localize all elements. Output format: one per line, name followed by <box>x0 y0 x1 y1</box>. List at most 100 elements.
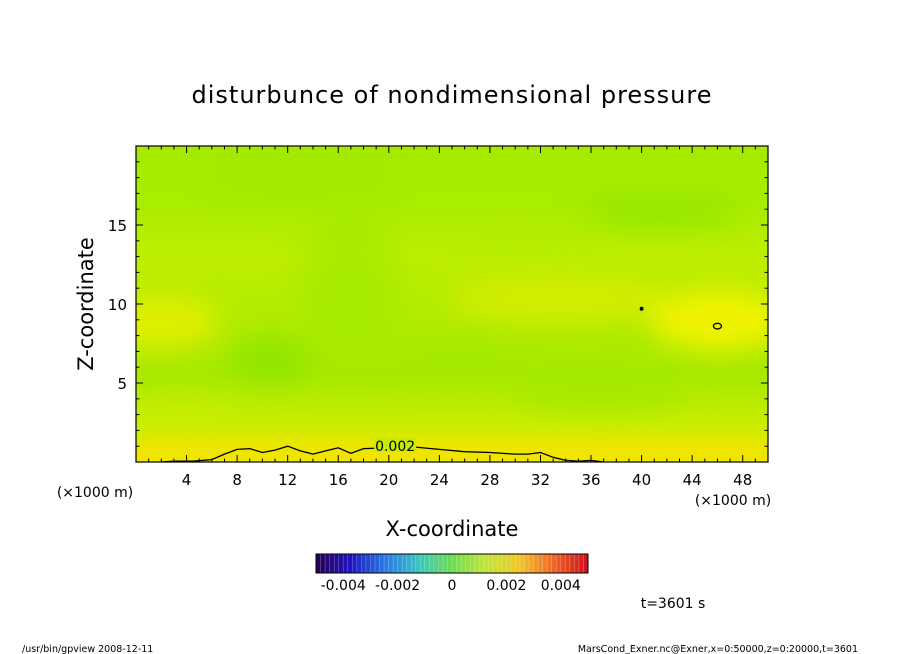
x-axis-unit-right: (×1000 m) <box>695 493 771 509</box>
x-tick-label: 24 <box>430 471 449 489</box>
colorbar-tick-label: -0.002 <box>375 578 420 594</box>
colorbar-cell <box>379 554 385 573</box>
small-contour <box>639 306 644 311</box>
colorbar-cell <box>574 554 580 573</box>
colorbar-cell <box>492 554 498 573</box>
colorbar-cell <box>397 554 403 573</box>
colorbar-cell <box>569 554 575 573</box>
time-label: t=3601 s <box>641 596 706 612</box>
colorbar <box>315 553 589 574</box>
colorbar-cell <box>334 554 339 573</box>
colorbar-cell <box>529 554 534 573</box>
colorbar-cell <box>515 554 521 573</box>
colorbar-cell <box>420 554 426 573</box>
x-tick-label: 8 <box>232 471 242 489</box>
plot-area: 0.002 <box>136 146 768 462</box>
colorbar-cell <box>565 554 571 573</box>
y-tick-label: 10 <box>108 296 127 314</box>
colorbar-cell <box>461 554 466 573</box>
colorbar-cell <box>370 554 376 573</box>
x-axis-title: X-coordinate <box>386 517 519 541</box>
x-tick-label: 36 <box>581 471 600 489</box>
colorbar-cell <box>406 554 412 573</box>
colorbar-labels: -0.004 -0.002 0 0.002 0.004 <box>321 578 581 594</box>
colorbar-cell <box>393 554 398 573</box>
colorbar-cell <box>506 554 512 573</box>
colorbar-cell <box>433 554 439 573</box>
contour-line-0.002 <box>161 445 604 462</box>
colorbar-tick-label: 0.002 <box>486 578 526 594</box>
colorbar-cell <box>316 554 321 573</box>
colorbar-cell <box>578 554 584 573</box>
colorbar-cell <box>320 554 326 573</box>
x-tick-label: 4 <box>182 471 192 489</box>
colorbar-tick-label: -0.004 <box>321 578 366 594</box>
colorbar-cell <box>524 554 530 573</box>
colorbar-cell <box>465 554 471 573</box>
y-axis-title: Z-coordinate <box>74 237 98 371</box>
colorbar-cell <box>538 554 543 573</box>
colorbar-cell <box>384 554 389 573</box>
colorbar-cell <box>374 554 380 573</box>
contour-layer: 0.002 <box>161 306 723 462</box>
colorbar-tick-label: 0.004 <box>541 578 581 594</box>
colorbar-cell <box>520 554 525 573</box>
chart-title: disturbunce of nondimensional pressure <box>192 81 713 109</box>
colorbar-cell <box>415 554 421 573</box>
colorbar-cell <box>456 554 462 573</box>
colorbar-cell <box>361 554 367 573</box>
colorbar-cell <box>424 554 430 573</box>
colorbar-cell <box>447 554 453 573</box>
colorbar-cell <box>429 554 435 573</box>
colorbar-cell <box>411 554 417 573</box>
x-axis-unit-left: (×1000 m) <box>57 485 133 501</box>
colorbar-cell <box>501 554 507 573</box>
x-tick-label: 28 <box>480 471 499 489</box>
colorbar-cell <box>338 554 344 573</box>
y-tick-label: 15 <box>108 217 127 235</box>
colorbar-cell <box>452 554 457 573</box>
colorbar-cell <box>356 554 362 573</box>
colorbar-cell <box>488 554 494 573</box>
x-tick-label: 48 <box>733 471 752 489</box>
contour-label: 0.002 <box>375 439 415 455</box>
colorbar-tick-label: 0 <box>448 578 457 594</box>
colorbar-cell <box>483 554 489 573</box>
colorbar-cell <box>352 554 358 573</box>
colorbar-cell <box>556 554 562 573</box>
colorbar-cell <box>365 554 371 573</box>
colorbar-cell <box>442 554 448 573</box>
colorbar-cell <box>343 554 349 573</box>
colorbar-cell <box>479 554 485 573</box>
colorbar-cell <box>547 554 553 573</box>
small-contour <box>712 322 723 330</box>
x-tick-label: 32 <box>531 471 550 489</box>
field-blobs <box>136 162 768 427</box>
colorbar-cell <box>470 554 475 573</box>
x-tick-label: 20 <box>379 471 398 489</box>
colorbar-cell <box>474 554 480 573</box>
x-tick-label: 16 <box>329 471 348 489</box>
colorbar-cell <box>510 554 516 573</box>
footer-left: /usr/bin/gpview 2008-12-11 <box>22 644 153 654</box>
footer-right: MarsCond_Exner.nc@Exner,x=0:50000,z=0:20… <box>578 644 858 654</box>
colorbar-cell <box>583 554 589 573</box>
colorbar-cell <box>329 554 335 573</box>
y-tick-label: 5 <box>117 375 127 393</box>
colorbar-cell <box>560 554 566 573</box>
colorbar-cell <box>402 554 407 573</box>
colorbar-cell <box>388 554 394 573</box>
colorbar-cell <box>497 554 503 573</box>
x-tick-label: 12 <box>278 471 297 489</box>
x-tick-label: 44 <box>683 471 702 489</box>
colorbar-cell <box>551 554 557 573</box>
x-tick-label: 40 <box>632 471 651 489</box>
colorbar-frame <box>315 553 589 574</box>
colorbar-cell <box>438 554 444 573</box>
colorbar-cell <box>533 554 539 573</box>
colorbar-cell <box>542 554 548 573</box>
colorbar-cell <box>347 554 353 573</box>
colorbar-cell <box>325 554 330 573</box>
